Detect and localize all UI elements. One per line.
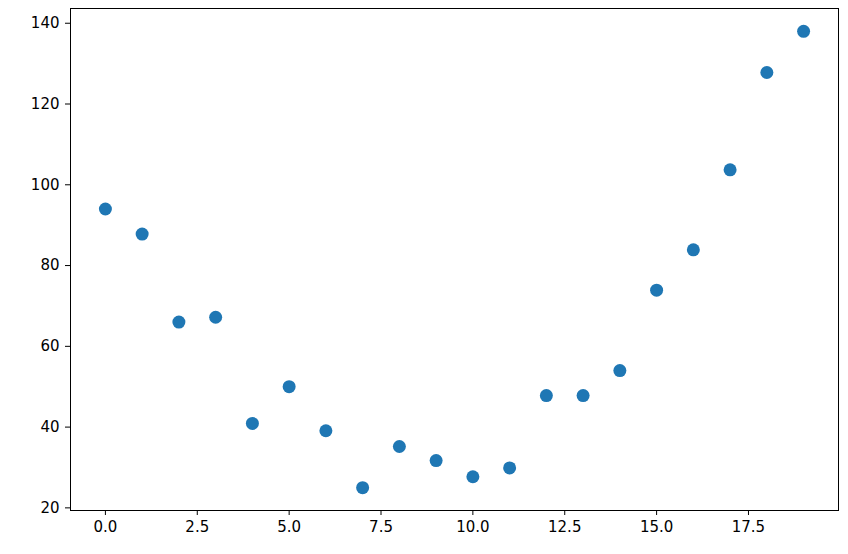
svg-text:120: 120	[31, 95, 60, 113]
svg-text:15.0: 15.0	[640, 518, 673, 536]
svg-text:5.0: 5.0	[277, 518, 301, 536]
svg-text:60: 60	[40, 337, 59, 355]
svg-text:140: 140	[31, 14, 60, 32]
svg-text:100: 100	[31, 176, 60, 194]
svg-text:12.5: 12.5	[548, 518, 581, 536]
svg-text:20: 20	[40, 499, 59, 517]
svg-text:7.5: 7.5	[369, 518, 393, 536]
svg-text:17.5: 17.5	[732, 518, 765, 536]
svg-text:10.0: 10.0	[456, 518, 489, 536]
svg-text:40: 40	[40, 418, 59, 436]
svg-text:80: 80	[40, 256, 59, 274]
svg-text:2.5: 2.5	[185, 518, 209, 536]
svg-text:0.0: 0.0	[93, 518, 117, 536]
